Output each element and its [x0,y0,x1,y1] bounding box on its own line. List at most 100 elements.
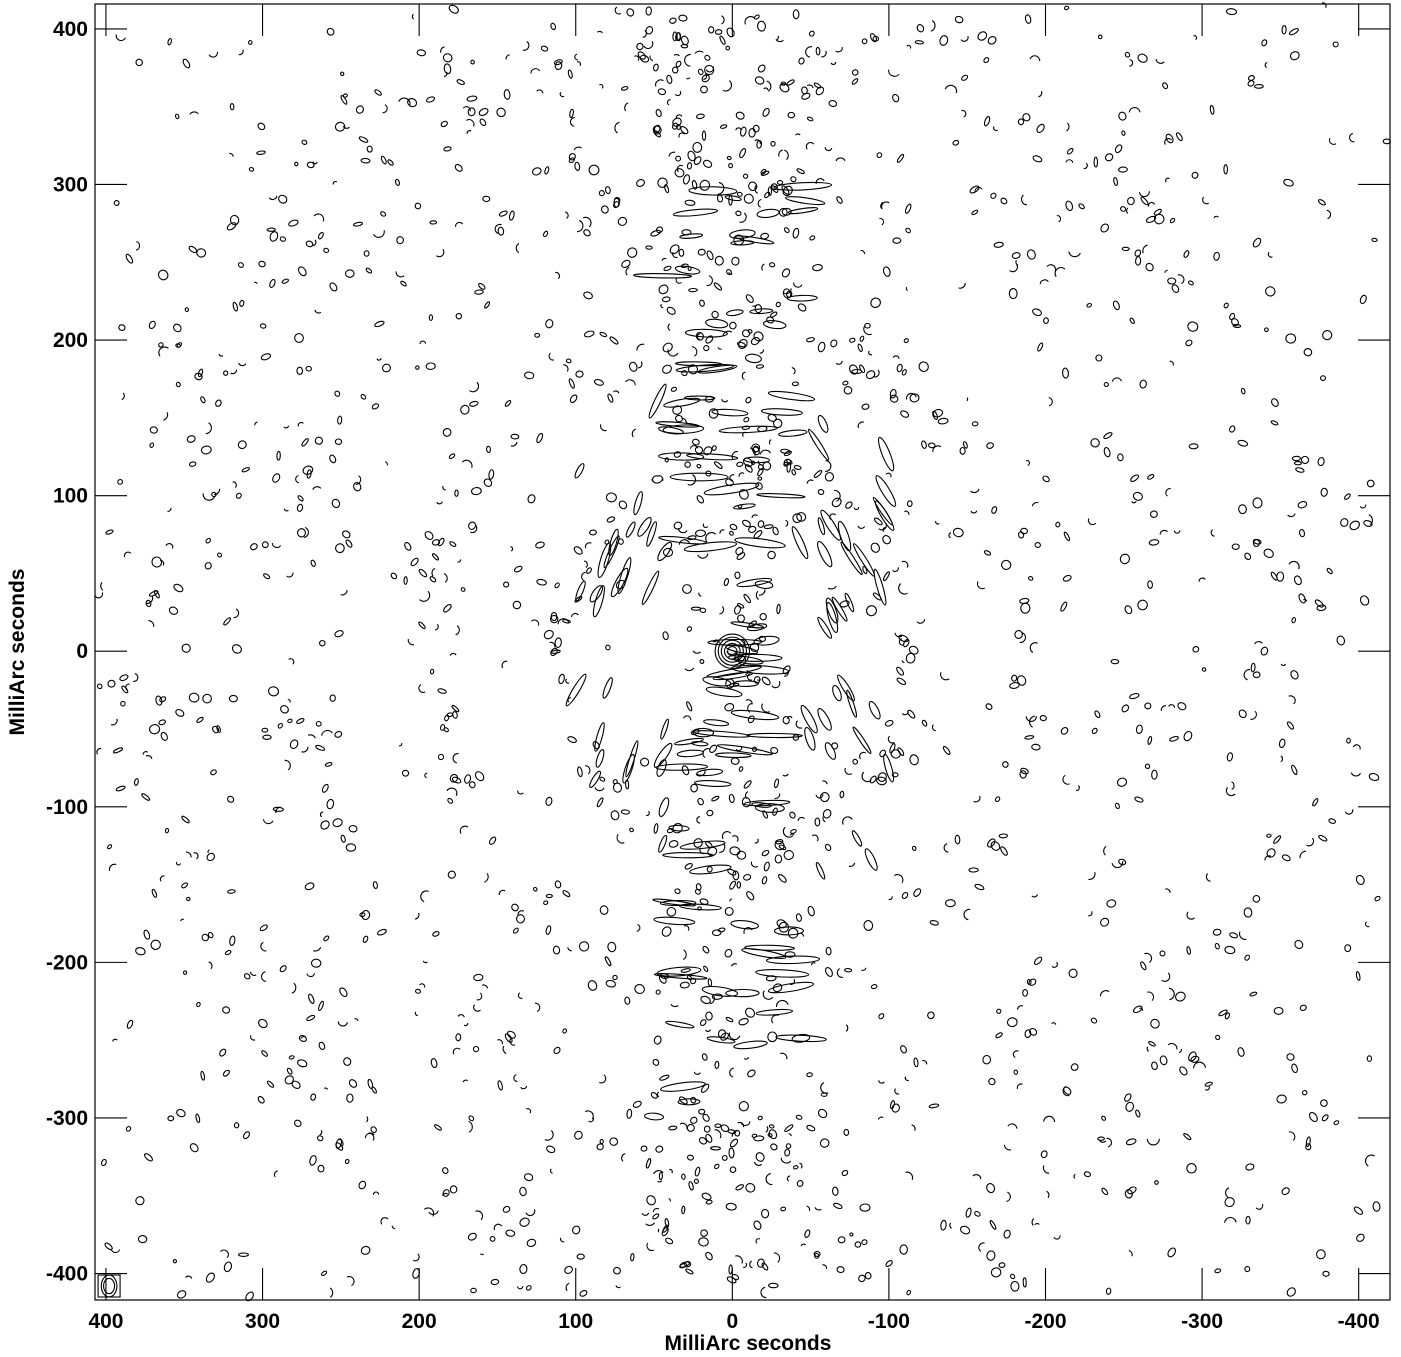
noise-contour [745,294,754,303]
noise-contour [820,1092,828,1097]
noise-contour [1167,1247,1177,1258]
ring-contour [549,641,556,648]
ring-contour [584,1110,594,1120]
noise-contour [687,266,692,271]
noise-contour [1037,342,1044,352]
noise-contour [1091,727,1098,735]
noise-contour [732,870,740,881]
noise-contour [125,253,134,264]
ring-contour [824,472,834,482]
ring-contour [319,811,324,818]
ring-contour [429,576,437,583]
ring-contour [692,438,700,446]
ring-contour [215,399,222,407]
noise-contour [446,712,454,718]
ring-contour [579,1290,588,1297]
ring-contour [900,410,910,418]
noise-contour [732,835,739,842]
noise-contour [1075,785,1080,792]
noise-contour [1105,1287,1112,1295]
sidelobe-contour [659,1081,706,1092]
noise-contour [725,1016,734,1023]
ring-contour [594,787,605,792]
noise-contour [767,186,773,197]
ring-contour [329,282,338,292]
ring-contour [525,1285,532,1291]
noise-contour [890,1100,895,1110]
ring-contour [916,619,926,624]
sidelobe-contour [665,1020,695,1029]
noise-contour [742,173,749,179]
ring-contour [395,271,405,278]
noise-contour [228,694,238,703]
sidelobe-contour [837,674,855,702]
ring-contour [1188,1051,1197,1062]
ring-contour [1129,317,1135,324]
noise-contour [1245,1215,1251,1225]
ring-contour [1359,504,1367,509]
ring-contour [1073,1173,1076,1179]
noise-contour [334,121,346,132]
ring-contour [201,933,210,942]
noise-contour [903,338,909,344]
noise-contour [241,467,250,473]
noise-contour [738,1101,749,1112]
noise-contour [621,259,631,269]
ring-contour [790,176,797,183]
noise-contour [517,992,523,999]
ring-contour [1266,848,1276,858]
noise-contour [1355,874,1365,885]
ring-contour [1103,447,1111,458]
noise-contour [762,107,770,117]
ring-contour [1243,669,1251,681]
noise-contour [223,1261,233,1273]
sidelobe-contour [767,981,814,994]
ring-contour [1228,425,1236,433]
ring-contour [149,442,155,448]
noise-contour [804,1229,811,1238]
ring-contour [1198,577,1206,582]
sidelobe-contour [804,726,816,751]
ring-contour [586,567,592,574]
ring-contour [726,1276,737,1284]
noise-contour [778,149,784,157]
ring-contour [454,489,459,497]
noise-contour [849,1232,854,1237]
noise-contour [797,303,807,312]
axis-ticks [95,4,1390,1300]
ring-contour [452,753,459,764]
ring-contour [468,1115,475,1122]
ring-contour [1145,262,1154,272]
noise-contour [914,40,924,45]
noise-contour [340,71,345,77]
sidelobe-contour [815,862,826,880]
sidelobe-contour [659,900,697,906]
sidelobe-contour [852,726,872,755]
noise-contour [372,1191,380,1195]
ring-contour [463,1023,469,1027]
noise-contour [728,793,735,804]
noise-contour [754,304,763,314]
noise-contour [671,122,679,130]
noise-contour [1382,138,1391,145]
noise-contour [331,498,341,509]
noise-contour [329,1287,334,1298]
noise-contour [809,235,816,241]
ring-contour [1266,833,1272,838]
noise-contour [782,185,793,197]
ring-contour [340,834,346,843]
noise-contour [695,529,706,538]
ring-contour [205,537,211,544]
noise-contour [657,177,668,188]
noise-contour [1253,84,1264,89]
ring-contour [817,1108,828,1119]
sidelobe-contour [851,830,863,847]
ring-contour [1024,14,1032,24]
noise-contour [467,1232,477,1241]
ring-contour [887,735,895,744]
noise-contour [583,330,595,338]
noise-contour [1288,695,1296,705]
noise-contour [1321,1114,1329,1122]
ring-contour [342,125,350,129]
noise-contour [686,162,693,170]
